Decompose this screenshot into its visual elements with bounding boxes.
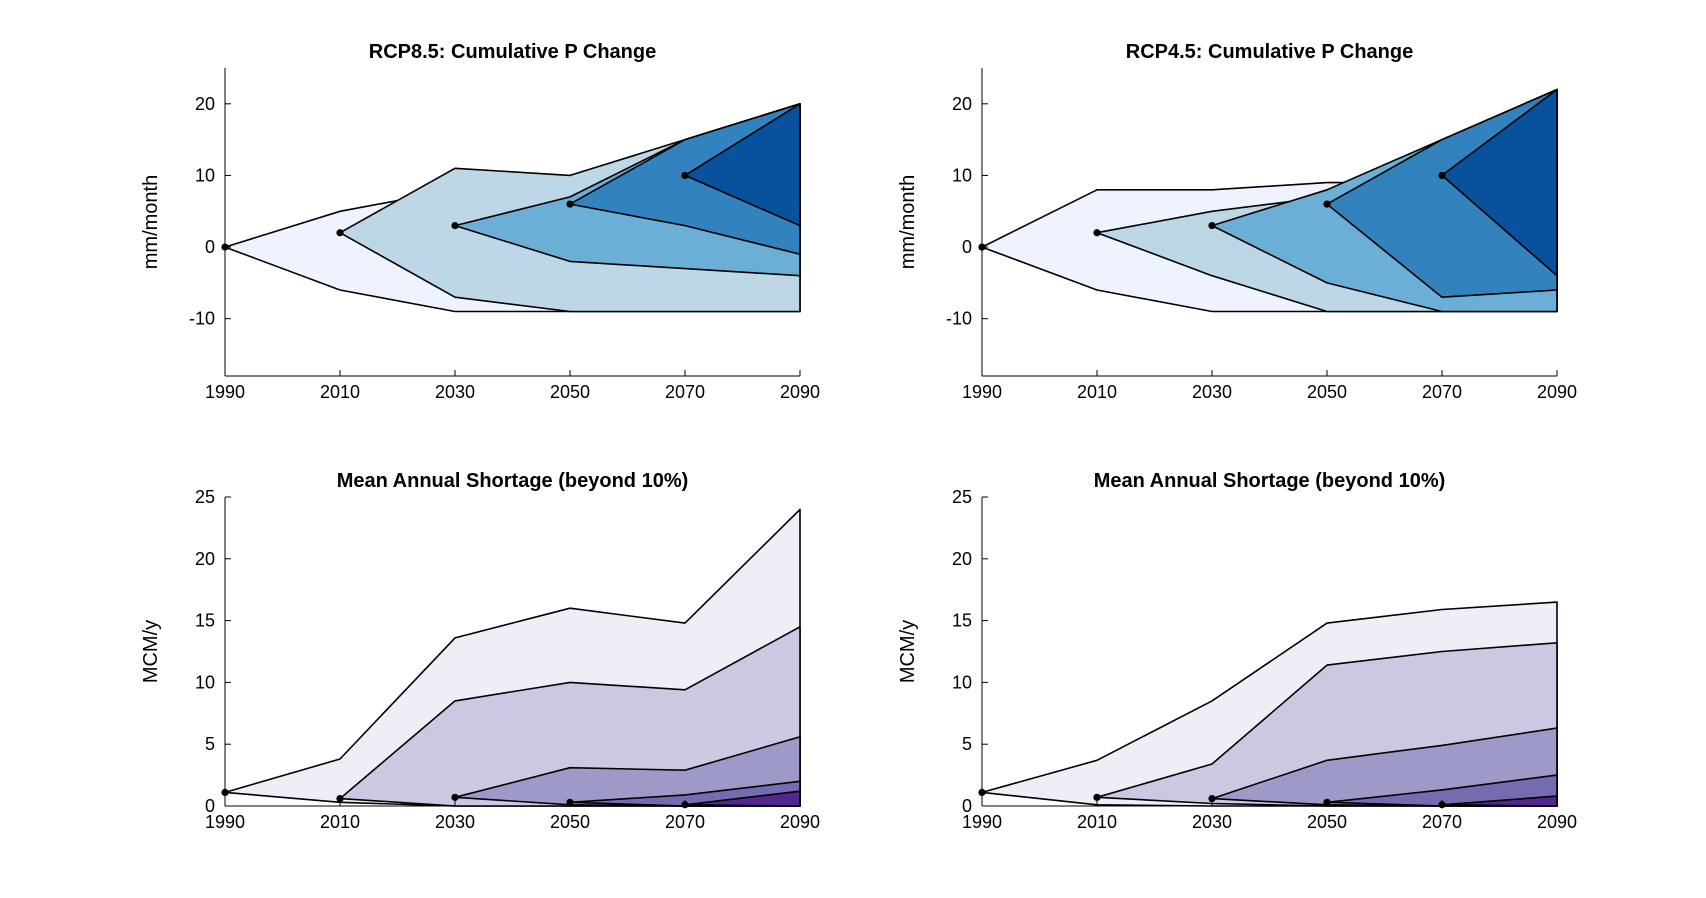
branch-node-3 bbox=[1208, 221, 1216, 230]
x-tick-label: 2030 bbox=[435, 812, 475, 832]
x-tick-label: 2030 bbox=[1192, 812, 1232, 832]
y-tick-label: -10 bbox=[946, 309, 972, 329]
x-tick-label: 2010 bbox=[320, 382, 360, 402]
y-tick-label: -10 bbox=[189, 309, 215, 329]
x-tick-label: 2050 bbox=[550, 812, 590, 832]
x-tick-label: 2050 bbox=[550, 382, 590, 402]
y-tick-label: 25 bbox=[195, 487, 215, 507]
chart-title: RCP8.5: Cumulative P Change bbox=[369, 41, 656, 63]
fan-band-5 bbox=[684, 103, 801, 227]
x-tick-label: 2070 bbox=[665, 382, 705, 402]
y-tick-label: 15 bbox=[952, 611, 972, 631]
x-tick-label: 2010 bbox=[1077, 382, 1117, 402]
branch-node-3 bbox=[451, 793, 459, 801]
y-axis-label: MCM/y bbox=[897, 620, 919, 683]
branch-node-2 bbox=[336, 794, 344, 803]
branch-node-2 bbox=[1093, 229, 1101, 237]
y-axis-label: MCM/y bbox=[140, 620, 162, 683]
branch-node-4 bbox=[1323, 200, 1331, 208]
x-tick-label: 2090 bbox=[780, 382, 820, 402]
fan-band-5 bbox=[1441, 88, 1558, 277]
y-tick-label: 20 bbox=[195, 549, 215, 569]
y-tick-label: 20 bbox=[952, 94, 972, 114]
x-tick-label: 2010 bbox=[1077, 812, 1117, 832]
branch-node-4 bbox=[566, 200, 574, 208]
branch-node-2 bbox=[1093, 793, 1101, 801]
y-axis-label: mm/month bbox=[897, 175, 919, 269]
y-axis-label: mm/month bbox=[140, 175, 162, 269]
panel-rcp45-shortage: 1990 2010 2030 2050 2070 2090 0 5 10 15 20 25 Mean A… bbox=[897, 470, 1577, 832]
fan-band-4 bbox=[1326, 774, 1558, 807]
x-tick-label: 1990 bbox=[205, 382, 245, 402]
y-tick-label: 10 bbox=[952, 165, 972, 185]
fan-band-5 bbox=[684, 790, 801, 807]
x-tick-label: 1990 bbox=[962, 812, 1002, 832]
x-tick-label: 2030 bbox=[1192, 382, 1232, 402]
y-tick-label: 20 bbox=[952, 549, 972, 569]
branch-node-2 bbox=[336, 229, 344, 237]
x-tick-label: 2090 bbox=[780, 812, 820, 832]
branch-node-5 bbox=[1438, 171, 1446, 180]
y-tick-label: 0 bbox=[205, 237, 215, 257]
x-tick-label: 2050 bbox=[1307, 382, 1347, 402]
x-tick-label: 1990 bbox=[205, 812, 245, 832]
branch-node-5 bbox=[681, 171, 689, 180]
x-tick-label: 2010 bbox=[320, 812, 360, 832]
y-tick-label: 5 bbox=[205, 734, 215, 754]
chart-title: RCP4.5: Cumulative P Change bbox=[1126, 41, 1413, 63]
x-tick-label: 2090 bbox=[1537, 812, 1577, 832]
panel-rcp85-shortage: 1990 2010 2030 2050 2070 2090 0 5 10 15 20 25 Mean A… bbox=[140, 470, 820, 832]
y-tick-label: 10 bbox=[195, 672, 215, 692]
y-tick-label: 10 bbox=[952, 672, 972, 692]
y-tick-label: 20 bbox=[195, 94, 215, 114]
x-tick-label: 2050 bbox=[1307, 812, 1347, 832]
branch-node-3 bbox=[1208, 794, 1216, 803]
y-tick-label: 0 bbox=[962, 796, 972, 816]
branch-node-3 bbox=[451, 221, 459, 230]
x-tick-label: 1990 bbox=[962, 382, 1002, 402]
panel-rcp85-precip: 1990 2010 2030 2050 2070 2090 -10 0 10 20 RCP8.5: … bbox=[140, 41, 820, 402]
y-tick-label: 0 bbox=[962, 237, 972, 257]
x-tick-label: 2070 bbox=[665, 812, 705, 832]
y-tick-label: 5 bbox=[962, 734, 972, 754]
y-tick-label: 25 bbox=[952, 487, 972, 507]
panel-rcp45-precip: 1990 2010 2030 2050 2070 2090 -10 0 10 20 RCP4.5: … bbox=[897, 41, 1577, 402]
x-tick-label: 2070 bbox=[1422, 812, 1462, 832]
fan-band-3 bbox=[454, 735, 801, 807]
chart-title: Mean Annual Shortage (beyond 10%) bbox=[337, 470, 689, 492]
chart-title: Mean Annual Shortage (beyond 10%) bbox=[1094, 470, 1446, 492]
y-tick-label: 15 bbox=[195, 611, 215, 631]
y-tick-label: 10 bbox=[195, 165, 215, 185]
y-tick-label: 0 bbox=[205, 796, 215, 816]
x-tick-label: 2090 bbox=[1537, 382, 1577, 402]
x-tick-label: 2030 bbox=[435, 382, 475, 402]
x-tick-label: 2070 bbox=[1422, 382, 1462, 402]
